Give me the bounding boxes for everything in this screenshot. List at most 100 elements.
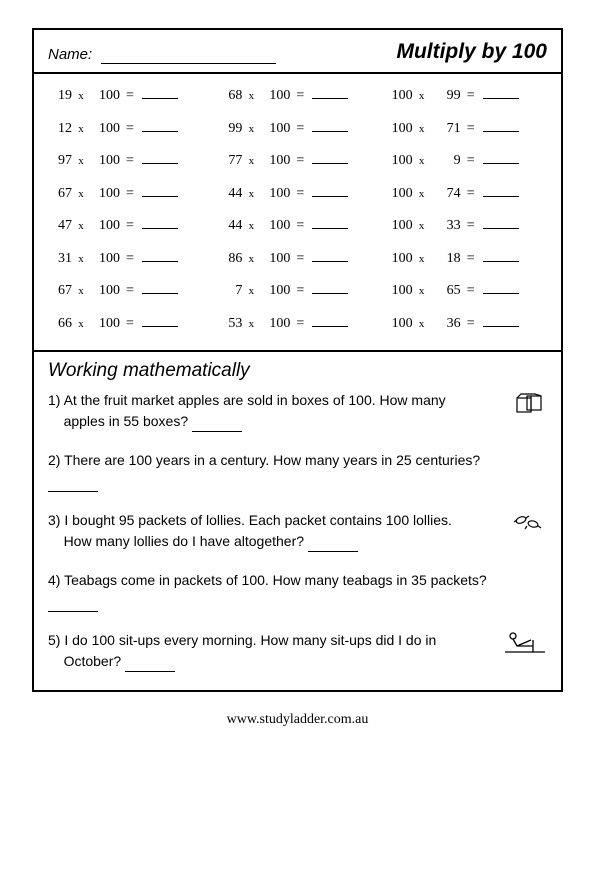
- times-symbol: x: [72, 285, 90, 297]
- question-number: 2): [48, 452, 60, 468]
- equals-symbol: =: [461, 283, 481, 299]
- answer-line[interactable]: [48, 611, 98, 612]
- times-symbol: x: [242, 220, 260, 232]
- answer-line[interactable]: [142, 163, 178, 164]
- answer-line[interactable]: [483, 326, 519, 327]
- equals-symbol: =: [120, 218, 140, 234]
- problem: 100x99=: [383, 88, 553, 104]
- answer-line[interactable]: [48, 491, 98, 492]
- problem-row: 47x100=44x100=100x33=: [42, 218, 553, 234]
- answer-line[interactable]: [312, 131, 348, 132]
- operand-b: 100: [90, 251, 120, 267]
- operand-a: 44: [212, 218, 242, 234]
- operand-a: 100: [383, 251, 413, 267]
- name-input-line[interactable]: [101, 63, 276, 64]
- answer-line[interactable]: [312, 98, 348, 99]
- operand-a: 12: [42, 121, 72, 137]
- answer-line[interactable]: [312, 196, 348, 197]
- answer-line[interactable]: [483, 228, 519, 229]
- equals-symbol: =: [461, 186, 481, 202]
- word-problem: 4) Teabags come in packets of 100. How m…: [48, 570, 547, 612]
- operand-a: 100: [383, 121, 413, 137]
- question-text: I do 100 sit-ups every morning. How many…: [64, 632, 436, 648]
- equals-symbol: =: [120, 153, 140, 169]
- operand-a: 100: [383, 283, 413, 299]
- name-label: Name:: [48, 46, 92, 63]
- operand-b: 9: [431, 153, 461, 169]
- problem: 100x71=: [383, 121, 553, 137]
- answer-line[interactable]: [142, 261, 178, 262]
- problem: 100x74=: [383, 186, 553, 202]
- operand-b: 100: [260, 88, 290, 104]
- answer-line[interactable]: [142, 228, 178, 229]
- equals-symbol: =: [290, 121, 310, 137]
- operand-b: 18: [431, 251, 461, 267]
- question-text: apples in 55 boxes?: [64, 413, 189, 429]
- operand-b: 100: [90, 218, 120, 234]
- footer-url: www.studyladder.com.au: [0, 712, 595, 728]
- problem: 47x100=: [42, 218, 212, 234]
- operand-b: 100: [260, 153, 290, 169]
- answer-line[interactable]: [483, 98, 519, 99]
- answer-line[interactable]: [142, 293, 178, 294]
- times-symbol: x: [242, 123, 260, 135]
- times-symbol: x: [72, 220, 90, 232]
- equals-symbol: =: [461, 153, 481, 169]
- answer-line[interactable]: [312, 293, 348, 294]
- question-text: There are 100 years in a century. How ma…: [64, 452, 480, 468]
- answer-line[interactable]: [312, 163, 348, 164]
- answer-line[interactable]: [483, 293, 519, 294]
- problem: 100x65=: [383, 283, 553, 299]
- operand-b: 99: [431, 88, 461, 104]
- operand-a: 66: [42, 316, 72, 332]
- operand-a: 99: [212, 121, 242, 137]
- equals-symbol: =: [290, 186, 310, 202]
- answer-line[interactable]: [142, 196, 178, 197]
- answer-line[interactable]: [483, 261, 519, 262]
- problem: 100x36=: [383, 316, 553, 332]
- operand-a: 67: [42, 283, 72, 299]
- equals-symbol: =: [120, 121, 140, 137]
- equals-symbol: =: [120, 88, 140, 104]
- answer-line[interactable]: [125, 671, 175, 672]
- answer-line[interactable]: [483, 196, 519, 197]
- problem: 100x9=: [383, 153, 553, 169]
- question-text: How many lollies do I have altogether?: [64, 533, 304, 549]
- answer-line[interactable]: [483, 131, 519, 132]
- page-title: Multiply by 100: [396, 40, 547, 64]
- operand-a: 77: [212, 153, 242, 169]
- situp-icon: [503, 630, 547, 656]
- worksheet-page: Name: Multiply by 100 19x100=68x100=100x…: [32, 28, 563, 692]
- times-symbol: x: [242, 90, 260, 102]
- answer-line[interactable]: [308, 551, 358, 552]
- answer-line[interactable]: [142, 131, 178, 132]
- times-symbol: x: [413, 188, 431, 200]
- operand-b: 100: [90, 121, 120, 137]
- operand-b: 100: [90, 153, 120, 169]
- problem: 19x100=: [42, 88, 212, 104]
- question-number: 3): [48, 512, 60, 528]
- problem: 86x100=: [212, 251, 382, 267]
- problem: 68x100=: [212, 88, 382, 104]
- operand-b: 100: [90, 283, 120, 299]
- answer-line[interactable]: [142, 98, 178, 99]
- equals-symbol: =: [120, 316, 140, 332]
- problem: 100x18=: [383, 251, 553, 267]
- times-symbol: x: [242, 285, 260, 297]
- answer-line[interactable]: [192, 431, 242, 432]
- operand-a: 100: [383, 88, 413, 104]
- answer-line[interactable]: [142, 326, 178, 327]
- operand-b: 100: [260, 186, 290, 202]
- problem-row: 97x100=77x100=100x9=: [42, 153, 553, 169]
- operand-b: 100: [260, 316, 290, 332]
- problem-row: 67x100=44x100=100x74=: [42, 186, 553, 202]
- answer-line[interactable]: [483, 163, 519, 164]
- operand-b: 100: [260, 121, 290, 137]
- question-text: I bought 95 packets of lollies. Each pac…: [64, 512, 452, 528]
- equals-symbol: =: [290, 88, 310, 104]
- answer-line[interactable]: [312, 261, 348, 262]
- equals-symbol: =: [290, 283, 310, 299]
- answer-line[interactable]: [312, 326, 348, 327]
- equals-symbol: =: [290, 251, 310, 267]
- answer-line[interactable]: [312, 228, 348, 229]
